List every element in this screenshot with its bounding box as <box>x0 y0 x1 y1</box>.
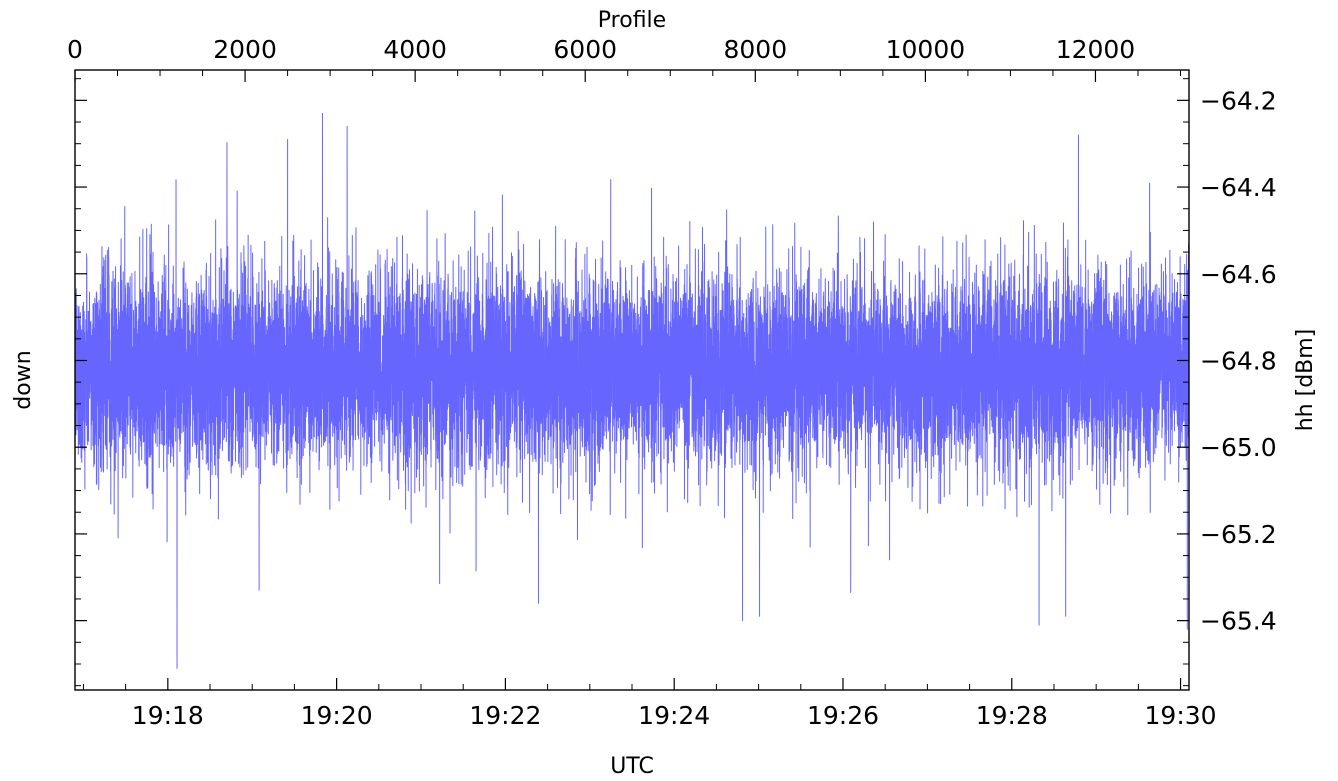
y-right-tick-label: −65.2 <box>1200 520 1277 549</box>
series-line <box>74 112 1190 669</box>
y-left-title: down <box>11 350 36 409</box>
y-right-tick-label: −64.4 <box>1200 173 1277 202</box>
ticks-layer <box>74 70 1189 690</box>
x-top-tick-label: 2000 <box>213 35 277 64</box>
y-right-tick-label: −64.6 <box>1200 260 1277 289</box>
x-bottom-tick-label: 19:30 <box>1145 701 1217 730</box>
y-right-tick-label: −65.4 <box>1200 607 1277 636</box>
labels-layer: 0 2000 4000 6000 8000 10000 12000 19:18 19:20 19:… <box>67 35 1277 730</box>
x-bottom-tick-label: 19:26 <box>807 701 879 730</box>
x-top-tick-label: 10000 <box>886 35 966 64</box>
x-top-tick-label: 12000 <box>1056 35 1136 64</box>
x-bottom-tick-label: 19:28 <box>976 701 1048 730</box>
x-bottom-title: UTC <box>610 754 654 779</box>
series-layer <box>74 112 1190 669</box>
x-top-title: Profile <box>598 8 666 33</box>
x-top-tick-label: 8000 <box>723 35 787 64</box>
x-top-tick-label: 6000 <box>553 35 617 64</box>
x-bottom-tick-label: 19:24 <box>638 701 710 730</box>
y-right-tick-label: −64.8 <box>1200 346 1277 375</box>
x-top-tick-label: 0 <box>67 35 83 64</box>
y-right-title: hh [dBm] <box>1293 329 1318 432</box>
x-bottom-tick-label: 19:20 <box>301 701 373 730</box>
x-bottom-tick-label: 19:18 <box>132 701 204 730</box>
x-top-tick-label: 4000 <box>383 35 447 64</box>
x-bottom-tick-label: 19:22 <box>469 701 541 730</box>
y-right-tick-label: −65.0 <box>1200 433 1277 462</box>
y-right-tick-label: −64.2 <box>1200 86 1277 115</box>
